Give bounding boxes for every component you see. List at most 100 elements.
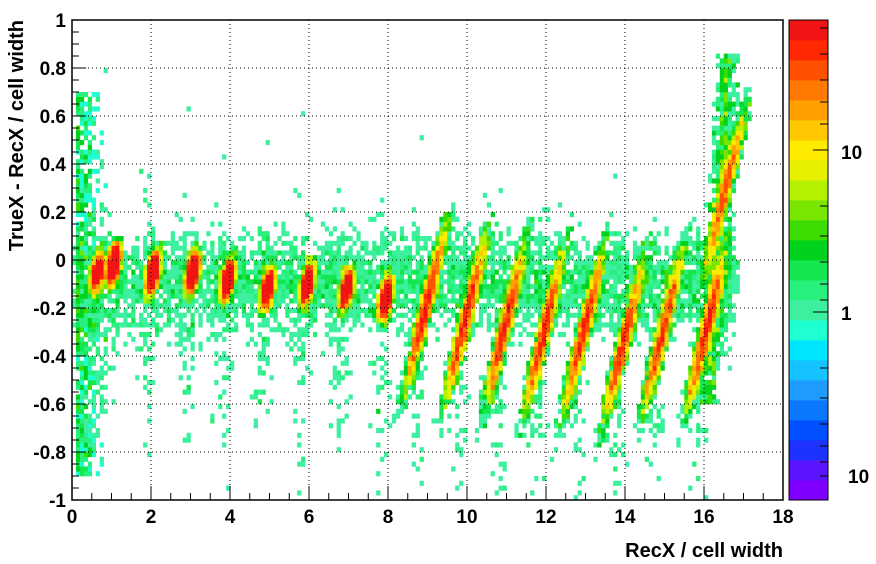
heatmap-cell <box>352 312 357 318</box>
heatmap-cell <box>399 404 405 410</box>
heatmap-cell <box>680 264 685 270</box>
heatmap-cell <box>538 384 543 390</box>
heatmap-cell <box>731 140 736 146</box>
heatmap-cell <box>131 279 136 285</box>
heatmap-cell <box>119 236 124 242</box>
heatmap-cell <box>723 125 728 131</box>
heatmap-cell <box>577 317 582 323</box>
heatmap-cell <box>470 308 476 314</box>
heatmap-cell <box>395 293 401 299</box>
heatmap-cell <box>143 250 148 256</box>
heatmap-cell <box>727 144 732 150</box>
heatmap-cell <box>332 298 337 304</box>
heatmap-cell <box>190 260 195 266</box>
heatmap-cell <box>502 293 507 299</box>
heatmap-cell <box>482 245 488 251</box>
heatmap-cell <box>344 269 349 275</box>
heatmap-cell <box>601 260 606 266</box>
heatmap-cell <box>281 269 286 275</box>
heatmap-cell <box>609 404 614 410</box>
heatmap-cell <box>470 236 476 242</box>
heatmap-cell <box>257 231 262 237</box>
heatmap-cell <box>95 168 100 174</box>
heatmap-cell <box>285 231 290 237</box>
heatmap-cell <box>577 221 582 227</box>
heatmap-cell <box>210 269 215 275</box>
heatmap-cell <box>119 264 124 270</box>
heatmap-cell <box>380 375 385 381</box>
heatmap-cell <box>644 293 649 299</box>
heatmap-cell <box>257 356 262 362</box>
heatmap-cell <box>597 322 602 328</box>
heatmap-cell <box>384 269 389 275</box>
heatmap-cell <box>553 423 559 429</box>
heatmap-cell <box>111 336 116 342</box>
heatmap-cell <box>719 197 725 203</box>
heatmap-cell <box>415 341 420 347</box>
heatmap-cell <box>328 284 333 290</box>
heatmap-cell <box>75 327 81 333</box>
heatmap-cell <box>91 288 96 294</box>
heatmap-cell <box>395 332 401 338</box>
x-tick-label: 2 <box>146 507 157 528</box>
heatmap-cell <box>676 303 681 309</box>
heatmap-cell <box>162 255 168 261</box>
heatmap-cell <box>348 250 353 256</box>
heatmap-cell <box>482 269 488 275</box>
heatmap-cell <box>731 149 736 155</box>
heatmap-cell <box>534 356 539 362</box>
y-axis-title: TrueX - RecX / cell width <box>6 20 28 251</box>
heatmap-cell <box>407 351 412 357</box>
heatmap-cell <box>723 120 728 126</box>
heatmap-cell <box>119 312 124 318</box>
heatmap-cell <box>103 332 108 338</box>
heatmap-cell <box>704 260 709 266</box>
heatmap-cell <box>715 144 721 150</box>
heatmap-cell <box>553 288 559 294</box>
heatmap-cell <box>704 250 709 256</box>
heatmap-cell <box>711 312 717 318</box>
heatmap-cell <box>553 231 559 237</box>
heatmap-cell <box>237 269 243 275</box>
heatmap-cell <box>632 226 638 232</box>
heatmap-cell <box>640 380 646 386</box>
heatmap-cell <box>463 279 468 285</box>
heatmap-cell <box>99 130 104 136</box>
heatmap-cell <box>249 284 254 290</box>
heatmap-cell <box>704 437 709 443</box>
heatmap-cell <box>388 269 393 275</box>
heatmap-cell <box>87 356 93 362</box>
heatmap-cell <box>502 327 507 333</box>
heatmap-cell <box>419 370 424 376</box>
heatmap-cell <box>455 447 460 453</box>
heatmap-cell <box>621 245 626 251</box>
heatmap-cell <box>447 226 452 232</box>
heatmap-cell <box>253 269 258 275</box>
heatmap-cell <box>640 288 646 294</box>
heatmap-cell <box>731 130 736 136</box>
heatmap-cell <box>688 389 693 395</box>
heatmap-cell <box>597 432 602 438</box>
heatmap-cell <box>257 269 262 275</box>
heatmap-cell <box>261 317 266 323</box>
heatmap-cell <box>127 303 132 309</box>
heatmap-cell <box>632 274 638 280</box>
heatmap-cell <box>490 442 495 448</box>
heatmap-cell <box>340 303 345 309</box>
heatmap-cell <box>384 240 389 246</box>
heatmap-cell <box>210 413 215 419</box>
heatmap-cell <box>178 336 183 342</box>
heatmap-cell <box>573 442 578 448</box>
heatmap-cell <box>498 255 503 261</box>
heatmap-cell <box>498 341 503 347</box>
heatmap-cell <box>79 140 85 146</box>
heatmap-cell <box>459 303 464 309</box>
heatmap-cell <box>640 250 646 256</box>
heatmap-cell <box>447 317 452 323</box>
heatmap-cell <box>131 293 136 299</box>
heatmap-cell <box>455 332 460 338</box>
heatmap-cell <box>739 144 744 150</box>
heatmap-cell <box>553 447 559 453</box>
heatmap-cell <box>542 346 547 352</box>
heatmap-cell <box>139 260 144 266</box>
